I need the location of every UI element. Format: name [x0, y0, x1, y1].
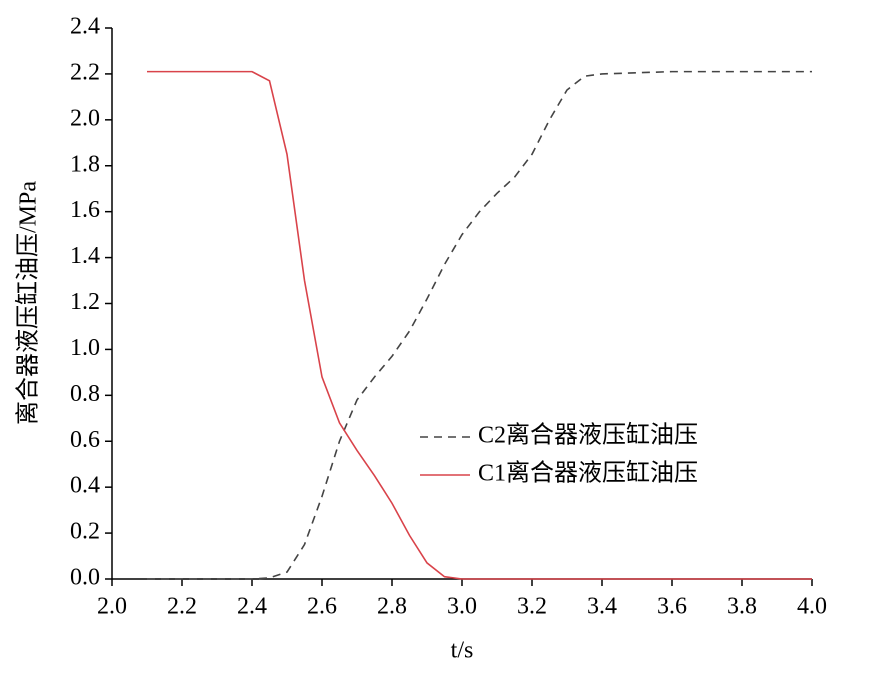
y-tick-label: 1.6 — [70, 197, 100, 223]
y-tick-label: 2.2 — [70, 59, 100, 85]
y-tick-label: 0.4 — [70, 473, 100, 499]
y-tick-label: 1.4 — [70, 243, 100, 269]
x-tick-label: 3.6 — [657, 594, 687, 620]
x-tick-label: 2.0 — [97, 594, 127, 620]
x-tick-label: 3.2 — [517, 594, 547, 620]
series-line — [147, 70, 812, 580]
x-tick-label: 2.2 — [167, 594, 197, 620]
x-tick-label: 3.0 — [447, 594, 477, 620]
y-tick-label: 0.0 — [70, 565, 100, 591]
x-tick-label: 3.4 — [587, 594, 617, 620]
y-tick-label: 0.8 — [70, 381, 100, 407]
y-tick-label: 1.2 — [70, 289, 100, 315]
series-line — [147, 70, 812, 580]
legend-label: C1离合器液压缸油压 — [478, 460, 698, 487]
x-tick-label: 2.8 — [377, 594, 407, 620]
x-tick-label: 4.0 — [797, 594, 827, 620]
legend-label: C2离合器液压缸油压 — [478, 422, 698, 449]
y-tick-label: 2.0 — [70, 105, 100, 131]
x-axis-label: t/s — [451, 638, 474, 664]
y-tick-label: 2.4 — [70, 14, 100, 40]
x-tick-label: 3.8 — [727, 594, 757, 620]
y-tick-label: 0.2 — [70, 519, 100, 545]
y-tick-label: 1.0 — [70, 335, 100, 361]
y-axis-label: 离合器液压缸油压/MPa — [15, 181, 42, 425]
y-tick-label: 0.6 — [70, 427, 100, 453]
y-tick-label: 1.8 — [70, 151, 100, 177]
x-tick-label: 2.4 — [237, 594, 267, 620]
x-tick-label: 2.6 — [307, 594, 337, 620]
